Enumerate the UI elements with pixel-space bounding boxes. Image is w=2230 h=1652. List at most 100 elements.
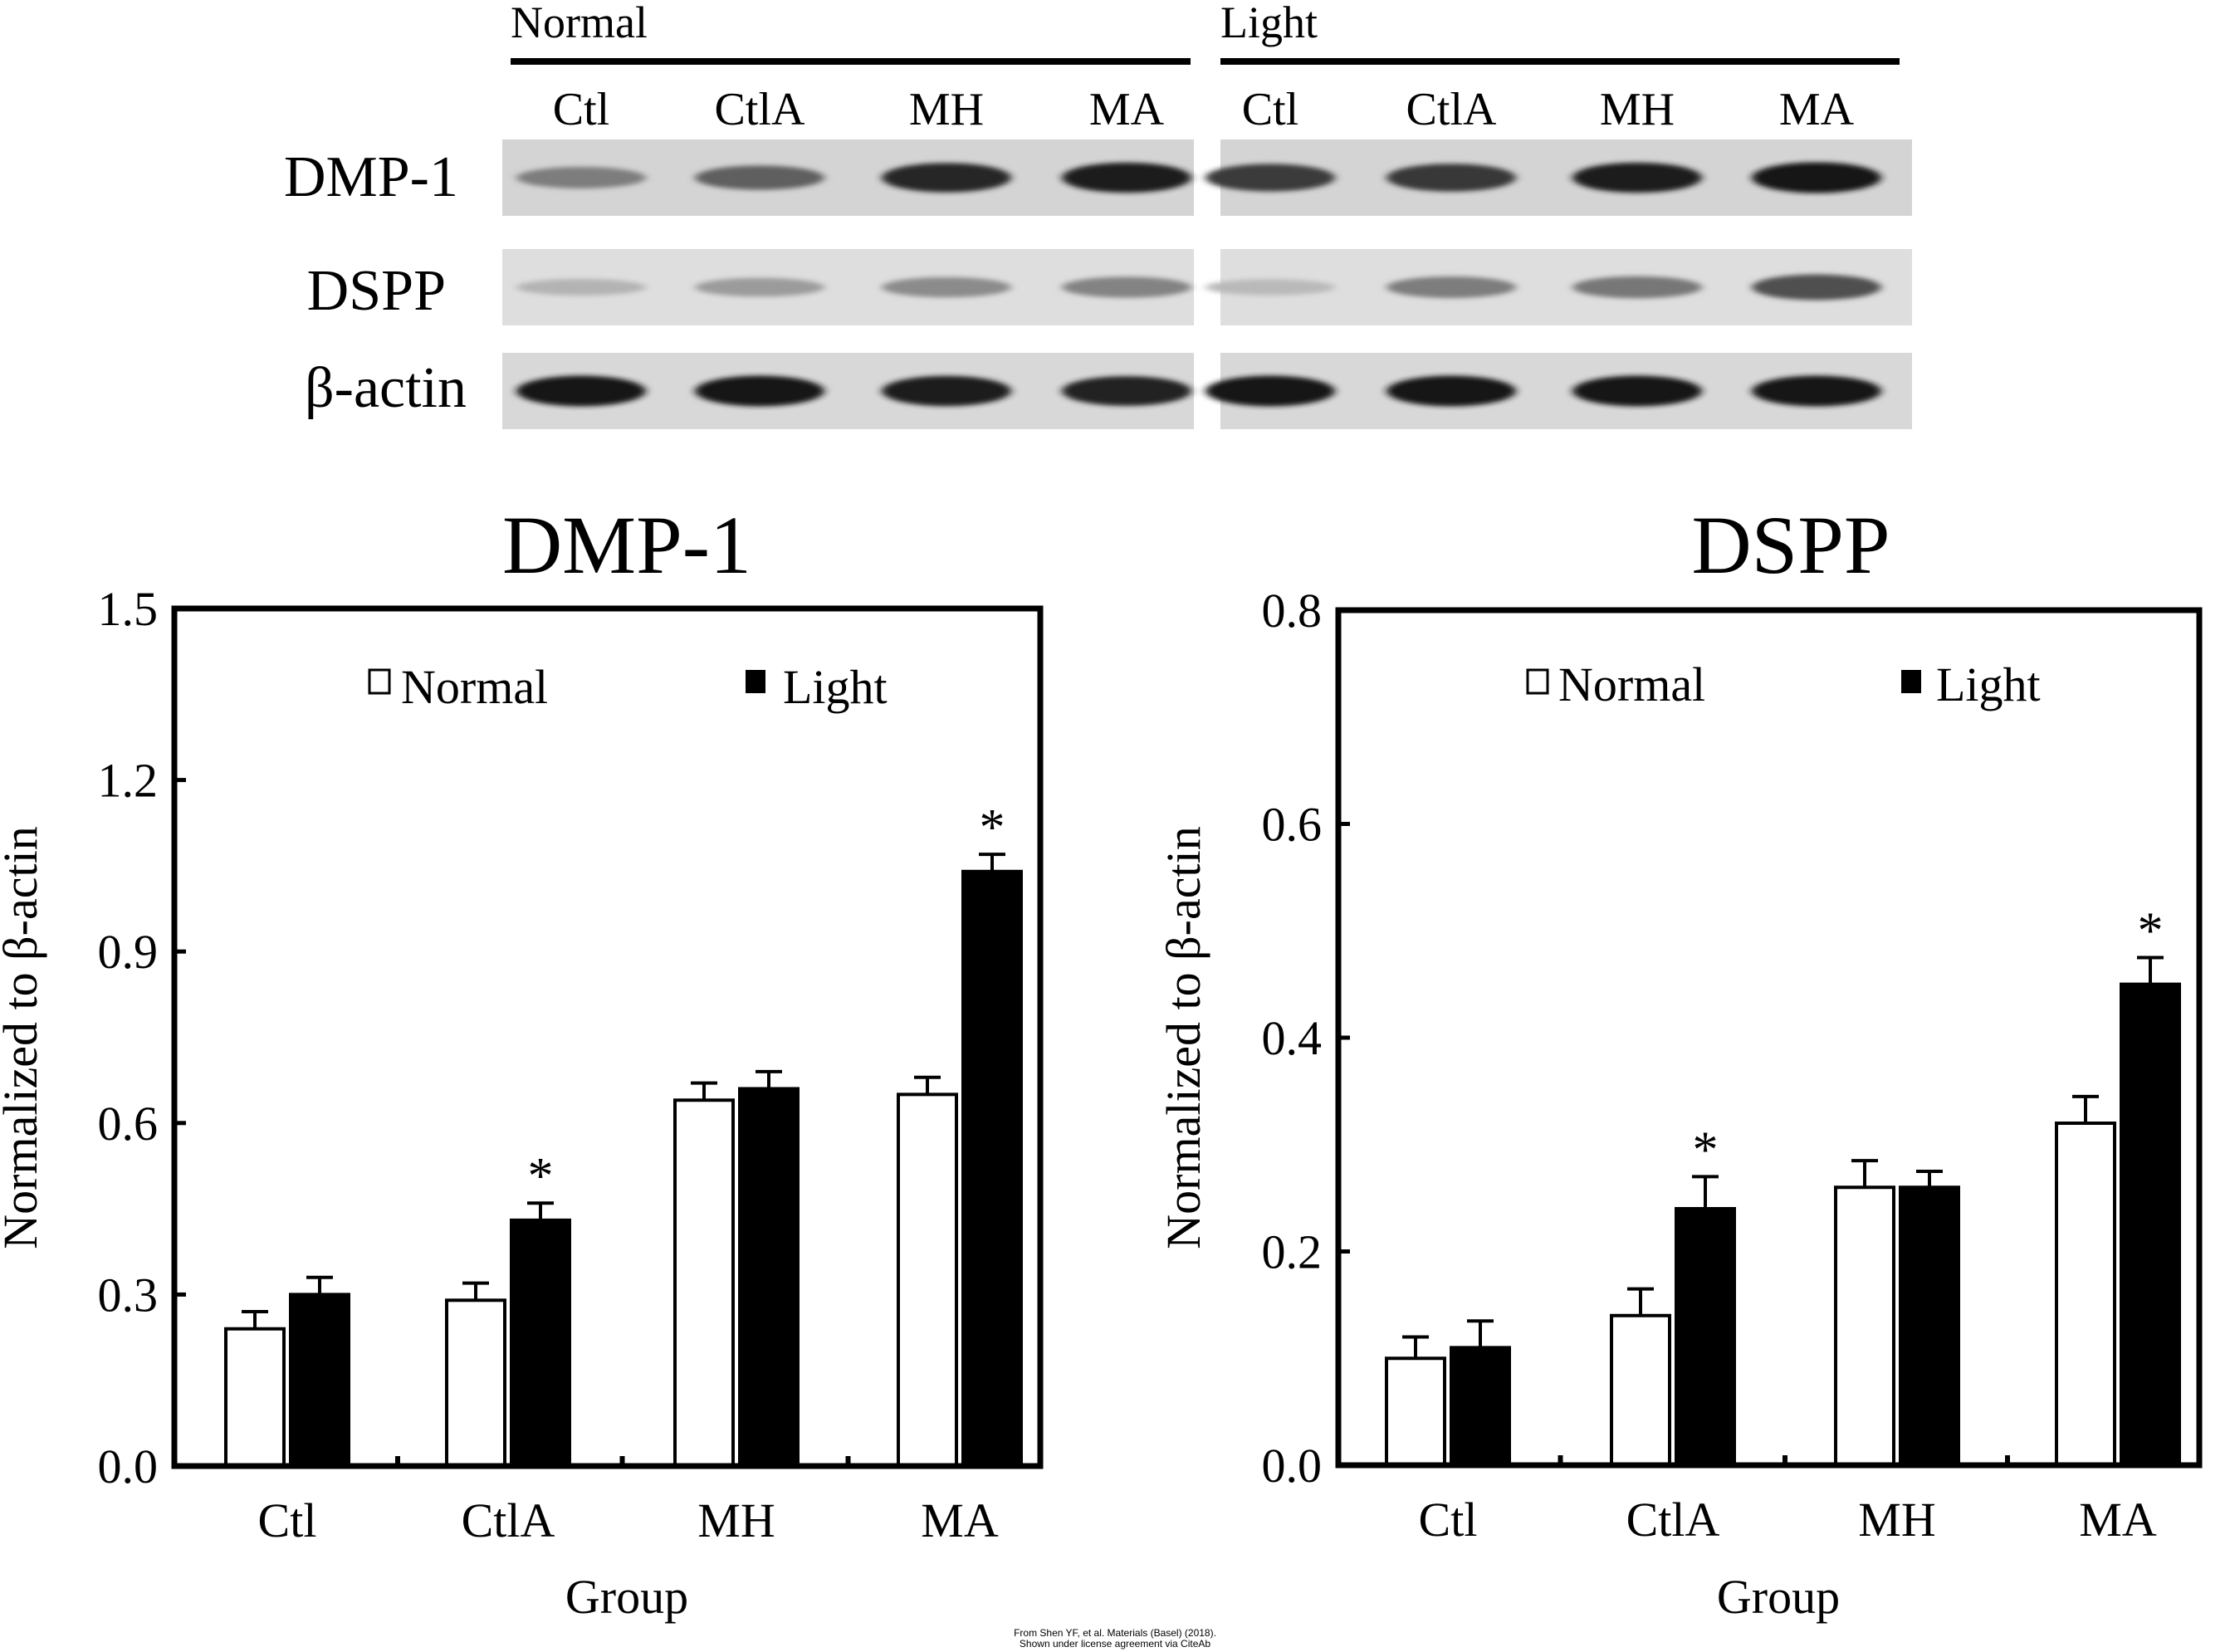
blot-band <box>1062 376 1191 406</box>
blot-band <box>1386 375 1516 407</box>
blot-band <box>1752 274 1881 301</box>
legend-label-light: Light <box>1936 657 2041 711</box>
blot-band <box>1572 276 1702 299</box>
blot-band <box>882 276 1011 298</box>
chart-marks: 0.0 0.2 0.4 0.6 0.8 Ctl CtlA MH MA * * <box>1262 584 2181 1547</box>
y-tick-label: 0.0 <box>1262 1439 1323 1493</box>
bar-normal <box>1385 1356 1446 1467</box>
y-tick-label: 0.9 <box>98 925 159 979</box>
y-tick-label: 1.5 <box>98 582 159 636</box>
lane-label: MH <box>1600 84 1675 135</box>
blot-band <box>1752 162 1881 193</box>
chart-title: DSPP <box>1691 499 1890 591</box>
x-tick-label: MH <box>1858 1493 1935 1547</box>
significance-marker: * <box>980 799 1005 856</box>
legend-label-normal: Normal <box>1558 657 1705 711</box>
bar-light <box>1675 1207 1736 1467</box>
credit-line-1: From Shen YF, et al. Materials (Basel) (… <box>1014 1627 1216 1639</box>
western-blot-panel: Normal Light Ctl CtlA MH MA Ctl CtlA MH … <box>284 0 1912 429</box>
dmp1-bar-chart: DMP-1 Normalized to β-actin Group Normal… <box>0 499 1044 1624</box>
bar-light <box>510 1218 571 1468</box>
bar-light <box>1450 1346 1511 1467</box>
y-tick-label: 1.2 <box>98 754 159 808</box>
x-tick-label: MA <box>2079 1493 2157 1547</box>
lane-label: MA <box>1779 84 1855 135</box>
bar-light <box>1899 1185 1960 1467</box>
lane-label: Ctl <box>1242 84 1298 135</box>
blot-band <box>1205 375 1335 407</box>
y-axis-label: Normalized to β-actin <box>1157 826 1210 1249</box>
x-axis-label: Group <box>565 1570 688 1624</box>
blot-band <box>1062 162 1191 193</box>
lane-label: CtlA <box>715 84 805 135</box>
blot-band <box>1572 375 1702 407</box>
blot-band <box>882 375 1011 407</box>
blot-group-label-normal: Normal <box>511 0 648 47</box>
blot-band <box>1572 162 1702 193</box>
credit-line-2: Shown under license agreement via CiteAb <box>1020 1638 1210 1650</box>
blot-band <box>516 279 646 296</box>
chart-title: DMP-1 <box>502 499 751 591</box>
significance-marker: * <box>2138 902 2164 959</box>
y-tick-label: 0.3 <box>98 1268 159 1322</box>
x-tick-label: CtlA <box>1626 1493 1720 1547</box>
lane-label: MH <box>909 84 984 135</box>
blot-band <box>1062 276 1191 298</box>
bar-light <box>2120 982 2181 1467</box>
y-tick-label: 0.0 <box>98 1439 159 1493</box>
significance-marker: * <box>528 1148 554 1205</box>
bar-normal <box>1610 1313 1671 1467</box>
bar-normal <box>1834 1185 1895 1467</box>
bar-normal <box>897 1092 958 1469</box>
x-tick-label: Ctl <box>258 1493 317 1547</box>
legend-label-normal: Normal <box>401 660 548 714</box>
blot-band <box>1386 276 1516 298</box>
x-axis-label: Group <box>1717 1570 1840 1624</box>
blot-row-label-dmp1: DMP-1 <box>284 145 458 209</box>
chart-marks: 0.0 0.3 0.6 0.9 1.2 1.5 Ctl CtlA MH MA * * <box>98 582 1023 1547</box>
y-tick-label: 0.6 <box>98 1097 159 1151</box>
x-tick-label: MH <box>697 1493 775 1547</box>
legend-swatch-light <box>1901 670 1921 693</box>
lane-label: MA <box>1089 84 1165 135</box>
legend-swatch-light <box>746 670 765 693</box>
bar-normal <box>445 1298 506 1468</box>
legend-label-light: Light <box>783 660 888 714</box>
blot-band <box>695 277 824 297</box>
y-tick-label: 0.8 <box>1262 584 1323 638</box>
lane-label: CtlA <box>1406 84 1497 135</box>
y-tick-label: 0.6 <box>1262 798 1323 852</box>
legend-swatch-normal <box>1526 668 1549 695</box>
lane-label: Ctl <box>553 84 609 135</box>
bar-normal <box>2055 1122 2116 1467</box>
x-tick-label: MA <box>921 1493 999 1547</box>
blot-band <box>1386 164 1516 192</box>
y-tick-label: 0.4 <box>1262 1011 1323 1065</box>
blot-row-label-beta-actin: β-actin <box>305 356 467 420</box>
plot-frame <box>1335 607 2203 1469</box>
bar-light <box>289 1293 350 1469</box>
blot-band <box>516 167 646 188</box>
x-tick-label: Ctl <box>1419 1493 1478 1547</box>
blot-strips <box>502 139 1912 429</box>
y-axis-label: Normalized to β-actin <box>0 826 47 1249</box>
blot-band <box>695 375 824 407</box>
legend-swatch-normal <box>368 668 391 695</box>
blot-band <box>1205 279 1335 296</box>
x-tick-label: CtlA <box>462 1493 555 1547</box>
blot-row-label-dspp: DSPP <box>307 259 446 323</box>
bar-normal <box>673 1098 735 1468</box>
blot-group-label-light: Light <box>1220 0 1318 47</box>
blot-band <box>1205 164 1335 192</box>
bar-normal <box>224 1327 286 1468</box>
blot-band <box>882 163 1011 193</box>
significance-marker: * <box>1693 1122 1719 1178</box>
blot-band <box>1752 375 1881 407</box>
bar-light <box>961 869 1023 1468</box>
blot-band <box>695 165 824 190</box>
dspp-bar-chart: DSPP Normalized to β-actin Group Normal … <box>1157 499 2203 1624</box>
bar-light <box>738 1087 800 1468</box>
blot-band <box>516 375 646 407</box>
plot-frame <box>171 605 1044 1469</box>
